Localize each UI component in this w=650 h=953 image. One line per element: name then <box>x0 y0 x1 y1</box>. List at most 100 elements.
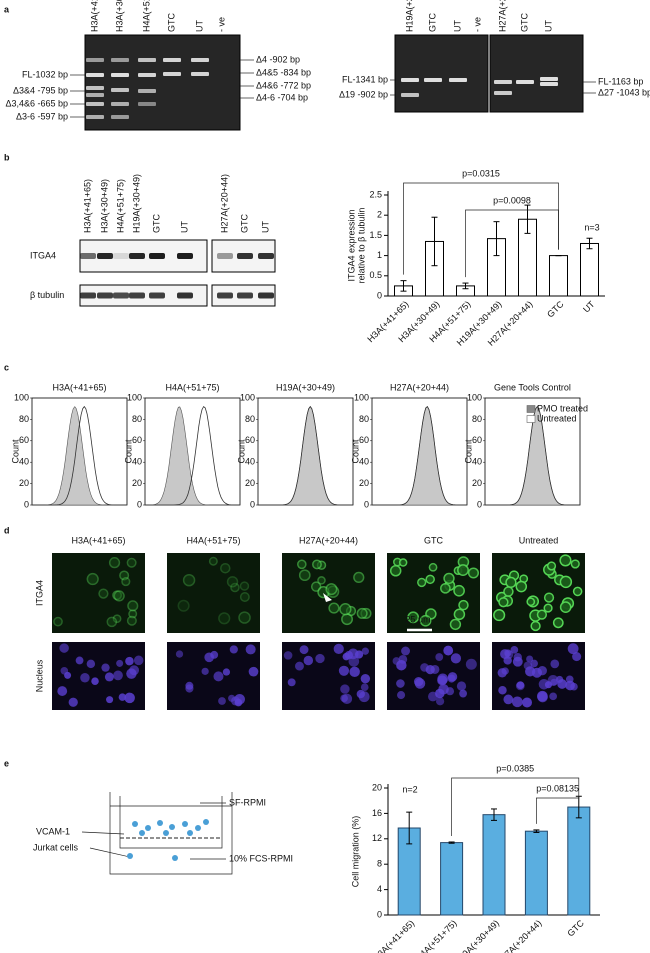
y-tick-label: 0 <box>250 499 255 509</box>
lane-label: GTC <box>239 214 249 233</box>
nucleus <box>201 667 209 675</box>
gel-band <box>111 115 129 119</box>
nucleus <box>245 644 256 655</box>
y-tick-label: 60 <box>472 435 482 445</box>
nucleus <box>361 647 369 655</box>
lane-label: H27A(+20+44) <box>219 174 229 233</box>
band-label: Δ4&6 -772 bp <box>256 80 311 90</box>
cell <box>53 616 63 627</box>
gel-band <box>191 72 209 76</box>
cell <box>298 569 311 582</box>
gel-band <box>138 58 156 62</box>
leader <box>81 831 125 835</box>
nucleus <box>570 682 578 691</box>
band-label: Δ4&5 -834 bp <box>256 67 311 77</box>
cell <box>407 611 420 624</box>
jurkat-cell <box>163 830 169 836</box>
cell <box>536 609 548 620</box>
cell <box>543 592 555 603</box>
y-tick-label: 40 <box>132 457 142 467</box>
nucleus <box>526 655 534 663</box>
cell <box>128 609 138 619</box>
y-tick-label: 0 <box>477 499 482 509</box>
y-axis-label: Count <box>236 439 246 464</box>
cell <box>552 617 564 629</box>
nucleus <box>218 697 226 705</box>
blot-band <box>113 292 129 299</box>
jurkat-cell <box>127 853 133 859</box>
micrograph <box>167 553 260 633</box>
gel-band <box>111 58 129 62</box>
annotation: p=0.08135 <box>536 783 579 793</box>
gel-band <box>86 102 104 106</box>
blot-row-label: ITGA4 <box>30 250 56 260</box>
cell <box>467 567 479 579</box>
y-tick-label: 40 <box>472 457 482 467</box>
band-label: Δ3&4 -795 bp <box>13 85 68 95</box>
jurkat-cell <box>187 830 193 836</box>
y-tick-label: 100 <box>354 392 369 402</box>
cell <box>428 562 438 572</box>
y-tick-label: 60 <box>359 435 369 445</box>
gel-band <box>111 73 129 77</box>
cell <box>458 599 469 611</box>
histogram-untreated <box>372 405 467 506</box>
x-tick-label: H19A(+30+49) <box>452 918 501 953</box>
error-bar <box>493 221 500 257</box>
blot-band <box>237 292 253 299</box>
jurkat-cell <box>169 824 175 830</box>
nucleus <box>450 653 462 664</box>
nucleus <box>401 646 410 656</box>
cell <box>182 573 196 587</box>
error-bar <box>406 811 413 845</box>
blot-band <box>217 253 233 259</box>
nucleus <box>133 655 144 666</box>
nucleus <box>537 690 548 702</box>
bar <box>549 255 568 297</box>
blot-band <box>97 253 113 259</box>
nucleus <box>567 643 579 655</box>
gel-image <box>84 34 241 131</box>
gel-band <box>86 86 104 90</box>
cell <box>505 576 517 589</box>
insert <box>119 796 223 849</box>
cell <box>127 600 139 612</box>
x-tick-label: H4A(+51+75) <box>413 918 458 953</box>
nucleus <box>185 681 194 690</box>
nucleus <box>516 681 525 690</box>
band-label: FL-1163 bp <box>598 76 643 86</box>
nucleus <box>125 656 134 666</box>
nucleus <box>59 643 69 653</box>
band-label: FL-1032 bp <box>22 69 68 79</box>
y-tick-label: 0.5 <box>369 270 382 280</box>
plot-title: H27A(+20+44) <box>390 382 449 392</box>
nucleus <box>303 655 314 666</box>
lane-label: GTC <box>519 13 529 32</box>
cell <box>218 612 231 625</box>
panel-label: a <box>4 4 10 14</box>
nucleus <box>465 658 477 670</box>
nucleus <box>500 649 510 659</box>
blot-band <box>80 253 96 259</box>
blot-row-label: β tubulin <box>30 290 64 300</box>
nucleus <box>430 664 440 674</box>
y-tick-label: 40 <box>359 457 369 467</box>
nucleus <box>557 679 567 689</box>
annotation: p=0.0098 <box>493 195 531 205</box>
nucleus <box>86 659 96 669</box>
y-tick-label: 100 <box>240 392 255 402</box>
nucleus <box>64 671 72 679</box>
diagram-label: Jurkat cells <box>33 842 79 852</box>
arrowhead <box>323 593 332 602</box>
gel-band <box>86 115 104 119</box>
nucleus <box>342 652 351 661</box>
cell <box>453 584 465 597</box>
nucleus <box>459 689 468 698</box>
histogram-untreated <box>258 405 353 506</box>
x-tick-label: GTC <box>565 918 586 939</box>
nucleus <box>104 672 114 682</box>
cell <box>389 564 402 577</box>
cell <box>239 592 250 602</box>
blot-band <box>258 292 274 299</box>
gel-band <box>86 58 104 62</box>
